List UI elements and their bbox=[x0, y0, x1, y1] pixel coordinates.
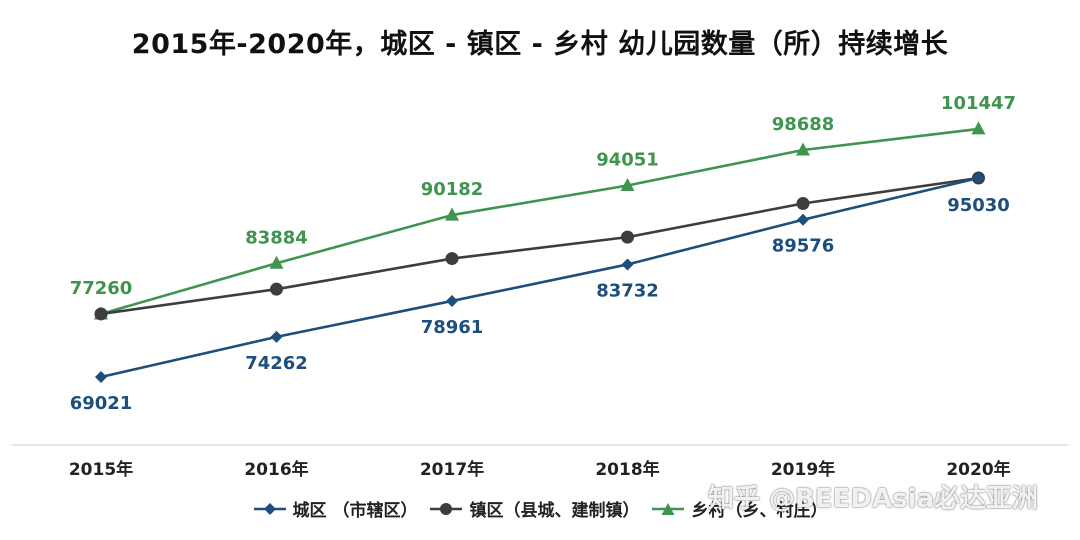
series-line-town bbox=[100, 176, 979, 316]
legend-marker-town bbox=[430, 502, 463, 515]
data-point-town bbox=[445, 252, 459, 266]
data-point-rural bbox=[445, 207, 459, 221]
data-label-rural: 77260 bbox=[70, 278, 133, 299]
data-point-urban bbox=[797, 213, 809, 226]
data-point-rural bbox=[620, 177, 635, 191]
data-label-rural: 90182 bbox=[421, 179, 484, 200]
data-label-rural: 101447 bbox=[941, 93, 1016, 114]
data-point-town bbox=[270, 282, 283, 296]
data-point-town bbox=[796, 196, 810, 210]
legend-item-rural: 乡村（乡、村庄） bbox=[651, 496, 827, 521]
x-tick-label: 2019年 bbox=[771, 459, 835, 480]
legend-item-urban: 城区 （市辖区） bbox=[253, 496, 418, 521]
legend: 城区 （市辖区） 镇区（县城、建制镇） 乡村（乡、村庄） bbox=[0, 496, 1080, 521]
legend-label-urban: 城区 （市辖区） bbox=[292, 501, 418, 521]
data-point-rural bbox=[269, 255, 284, 269]
data-point-urban bbox=[621, 258, 634, 271]
x-tick-label: 2015年 bbox=[69, 459, 133, 480]
series-line-urban bbox=[100, 176, 979, 379]
legend-label-rural: 乡村（乡、村庄） bbox=[691, 501, 828, 521]
watermark: 知乎 @BEEDAsia必达亚洲 bbox=[708, 484, 1039, 514]
data-point-urban bbox=[95, 371, 107, 383]
data-point-urban bbox=[270, 330, 283, 343]
chart-title: 2015年-2020年，城区 - 镇区 - 乡村 幼儿园数量（所）持续增长 bbox=[131, 29, 949, 60]
data-label-urban: 89576 bbox=[772, 236, 835, 257]
legend-label-town: 镇区（县城、建制镇） bbox=[469, 501, 640, 521]
data-label-urban: 74262 bbox=[245, 353, 308, 374]
data-point-rural bbox=[971, 121, 986, 135]
data-point-town bbox=[621, 230, 634, 244]
data-label-urban: 78961 bbox=[421, 317, 484, 338]
data-label-urban: 95030 bbox=[947, 195, 1010, 216]
legend-item-town: 镇区（县城、建制镇） bbox=[429, 496, 639, 521]
x-tick-label: 2020年 bbox=[946, 459, 1010, 480]
data-point-rural bbox=[796, 142, 810, 156]
data-label-rural: 94051 bbox=[596, 149, 659, 170]
series-line-rural bbox=[100, 127, 979, 316]
data-label-urban: 83732 bbox=[596, 280, 659, 301]
data-label-rural: 98688 bbox=[772, 114, 835, 135]
x-tick-label: 2017年 bbox=[420, 459, 484, 480]
legend-marker-rural bbox=[652, 502, 685, 515]
data-point-town bbox=[94, 307, 108, 321]
data-label-rural: 83884 bbox=[245, 227, 308, 248]
data-label-urban: 69021 bbox=[70, 393, 133, 414]
x-tick-label: 2016年 bbox=[244, 459, 308, 480]
legend-marker-urban bbox=[253, 502, 286, 515]
x-tick-label: 2018年 bbox=[595, 459, 659, 480]
data-point-urban bbox=[972, 172, 985, 184]
data-point-urban bbox=[446, 294, 458, 307]
